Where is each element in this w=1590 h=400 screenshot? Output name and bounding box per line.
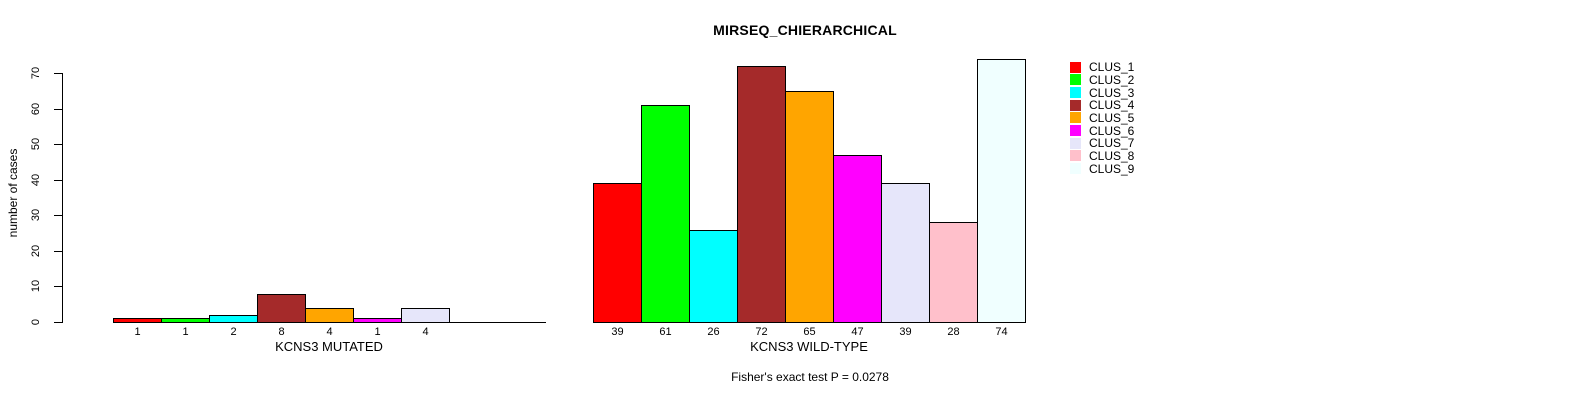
bar-CLUS_7 <box>401 308 450 323</box>
legend-label: CLUS_4 <box>1089 98 1135 113</box>
legend-swatch-CLUS_8 <box>1070 150 1081 162</box>
legend-row: CLUS_6 <box>1070 124 1134 137</box>
fisher-test-annotation: Fisher's exact test P = 0.0278 <box>731 370 889 384</box>
bar-value-label: 72 <box>755 326 768 338</box>
bar-value-label: 39 <box>611 326 624 338</box>
y-axis-tick-label: 70 <box>30 66 42 80</box>
y-axis-tick-label: 10 <box>30 279 42 293</box>
legend-label: CLUS_5 <box>1089 110 1135 125</box>
legend-label: CLUS_9 <box>1089 161 1135 176</box>
bar-value-label: 65 <box>803 326 816 338</box>
bar-value-label: 8 <box>278 326 285 338</box>
bar-CLUS_7 <box>881 183 930 323</box>
legend-row: CLUS_5 <box>1070 112 1134 125</box>
y-axis-tick <box>54 144 62 145</box>
bar-CLUS_9 <box>977 59 1026 323</box>
legend-label: CLUS_1 <box>1089 60 1135 75</box>
bar-value-label: 2 <box>230 326 237 338</box>
y-axis-tick-label: 60 <box>30 102 42 116</box>
x-axis-label-wild-type: KCNS3 WILD-TYPE <box>750 339 868 354</box>
legend-swatch-CLUS_1 <box>1070 61 1081 73</box>
y-axis-tick-label: 50 <box>30 137 42 151</box>
bar-CLUS_5 <box>785 91 834 323</box>
legend-row: CLUS_3 <box>1070 86 1134 99</box>
legend-label: CLUS_7 <box>1089 136 1135 151</box>
legend-swatch-CLUS_7 <box>1070 137 1081 149</box>
legend-row: CLUS_2 <box>1070 74 1134 87</box>
bar-CLUS_3 <box>209 315 258 323</box>
bar-value-label: 1 <box>374 326 381 338</box>
bar-value-label: 47 <box>851 326 864 338</box>
y-axis-tick <box>54 251 62 252</box>
bar-value-label: 74 <box>995 326 1008 338</box>
legend-swatch-CLUS_2 <box>1070 74 1081 86</box>
legend-swatch-CLUS_3 <box>1070 87 1081 99</box>
y-axis-line <box>62 73 63 323</box>
legend-label: CLUS_6 <box>1089 123 1135 138</box>
legend-row: CLUS_9 <box>1070 162 1134 175</box>
legend-row: CLUS_4 <box>1070 99 1134 112</box>
legend-label: CLUS_8 <box>1089 148 1135 163</box>
y-axis-tick-label: 40 <box>30 173 42 187</box>
y-axis-tick <box>54 286 62 287</box>
bar-value-label: 61 <box>659 326 672 338</box>
bar-CLUS_8 <box>929 222 978 323</box>
legend-swatch-CLUS_9 <box>1070 163 1081 175</box>
bar-CLUS_4 <box>737 66 786 323</box>
legend: CLUS_1 CLUS_2 CLUS_3 CLUS_4 CLUS_5 CLUS_6 CLUS… <box>1070 61 1134 175</box>
bar-value-label: 4 <box>422 326 429 338</box>
legend-swatch-CLUS_4 <box>1070 99 1081 111</box>
legend-swatch-CLUS_5 <box>1070 112 1081 124</box>
bar-value-label: 39 <box>899 326 912 338</box>
legend-label: CLUS_3 <box>1089 85 1135 100</box>
legend-row: CLUS_1 <box>1070 61 1134 74</box>
y-axis-tick <box>54 180 62 181</box>
bar-CLUS_1 <box>593 183 642 323</box>
y-axis-tick-label: 20 <box>30 244 42 258</box>
legend-label: CLUS_2 <box>1089 72 1135 87</box>
legend-swatch-CLUS_6 <box>1070 125 1081 137</box>
bar-value-label: 1 <box>134 326 141 338</box>
bar-value-label: 4 <box>326 326 333 338</box>
bar-CLUS_6 <box>833 155 882 323</box>
y-axis-title: number of cases <box>6 148 20 238</box>
y-axis-tick-label: 0 <box>30 318 42 326</box>
bar-CLUS_1 <box>113 318 162 323</box>
bar-CLUS_5 <box>305 308 354 323</box>
bar-value-label: 1 <box>182 326 189 338</box>
bar-CLUS_2 <box>641 105 690 323</box>
bar-CLUS_2 <box>161 318 210 323</box>
y-axis-tick <box>54 215 62 216</box>
chart-title: MIRSEQ_CHIERARCHICAL <box>713 22 897 38</box>
y-axis-tick-label: 30 <box>30 208 42 222</box>
y-axis-tick <box>54 109 62 110</box>
bar-value-label: 26 <box>707 326 720 338</box>
y-axis-tick <box>54 73 62 74</box>
bar-CLUS_3 <box>689 230 738 323</box>
legend-row: CLUS_7 <box>1070 137 1134 150</box>
bar-value-label: 28 <box>947 326 960 338</box>
x-axis-label-mutated: KCNS3 MUTATED <box>275 339 383 354</box>
bar-CLUS_4 <box>257 294 306 323</box>
legend-row: CLUS_8 <box>1070 150 1134 163</box>
bar-CLUS_6 <box>353 318 402 323</box>
y-axis-tick <box>54 322 62 323</box>
